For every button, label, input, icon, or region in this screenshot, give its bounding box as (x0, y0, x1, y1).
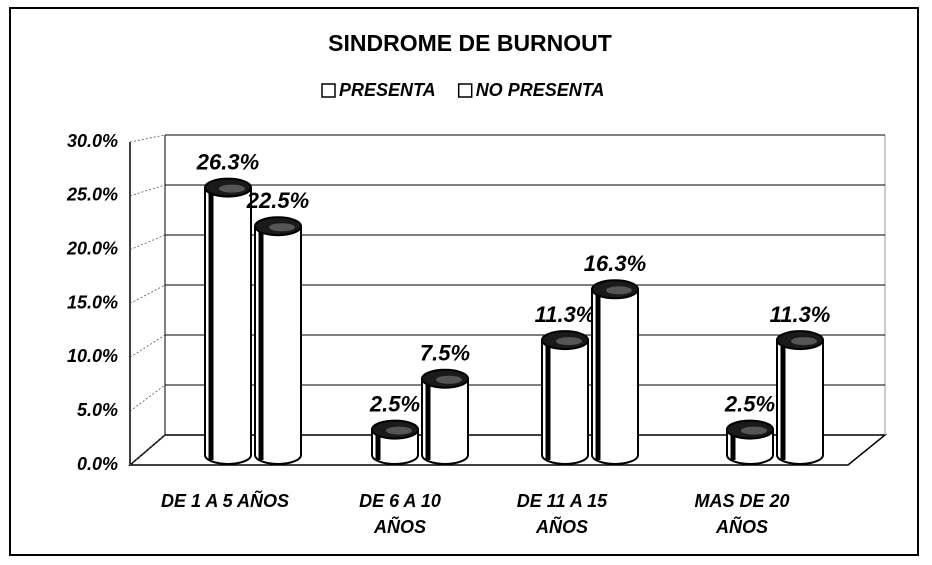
chart-title: SINDROME DE BURNOUT (328, 30, 612, 56)
legend-label: PRESENTA (339, 80, 436, 100)
y-tick-label: 5.0% (77, 400, 118, 420)
bar-body (421, 377, 469, 465)
bar (421, 368, 469, 465)
bar (541, 330, 589, 465)
bar-body (776, 339, 824, 465)
grid-line-side (129, 284, 166, 304)
y-tick-label: 30.0% (67, 131, 118, 151)
bar-body (541, 339, 589, 465)
bar-top-highlight (386, 426, 412, 435)
legend-swatch (321, 83, 336, 98)
y-tick-label: 15.0% (67, 292, 118, 312)
bar-top-highlight (556, 337, 582, 346)
bar-top-highlight (219, 184, 245, 193)
x-tick-label: DE 11 A 15 AÑOS (516, 491, 608, 537)
bar-body (204, 186, 252, 465)
y-tick-label: 10.0% (67, 346, 118, 366)
data-label: 26.3% (196, 149, 259, 174)
data-label: 7.5% (420, 341, 470, 366)
bar (204, 177, 252, 465)
data-label: 2.5% (724, 391, 775, 416)
grid-line-side (129, 384, 166, 412)
data-label: 2.5% (369, 391, 420, 416)
grid-line-side (129, 334, 166, 358)
data-label: 16.3% (584, 251, 646, 276)
bar (371, 419, 419, 465)
y-tick-label: 25.0% (66, 185, 118, 205)
y-tick-label: 0.0% (77, 454, 118, 474)
data-label: 22.5% (246, 188, 309, 213)
bar-top-highlight (741, 426, 767, 435)
legend-swatch (457, 83, 473, 98)
bar (591, 279, 639, 465)
bar-top-highlight (791, 337, 817, 346)
bar (776, 330, 824, 465)
y-tick-label: 20.0% (66, 238, 118, 258)
bar-body (591, 288, 639, 465)
x-tick-label: MAS DE 20 AÑOS (694, 491, 790, 537)
bar-top-highlight (269, 223, 295, 232)
x-tick-label: DE 1 A 5 AÑOS (160, 491, 290, 511)
bar-top-highlight (606, 286, 632, 295)
x-tick-label: DE 6 A 10 AÑOS (359, 491, 441, 537)
grid-line-side (129, 134, 166, 143)
data-label: 11.3% (535, 302, 596, 327)
bar-body (254, 225, 302, 465)
data-label: 11.3% (770, 302, 831, 327)
bar (254, 216, 302, 465)
bar (726, 419, 774, 465)
legend-label: NO PRESENTA (476, 80, 605, 100)
bar-top-highlight (436, 375, 462, 384)
